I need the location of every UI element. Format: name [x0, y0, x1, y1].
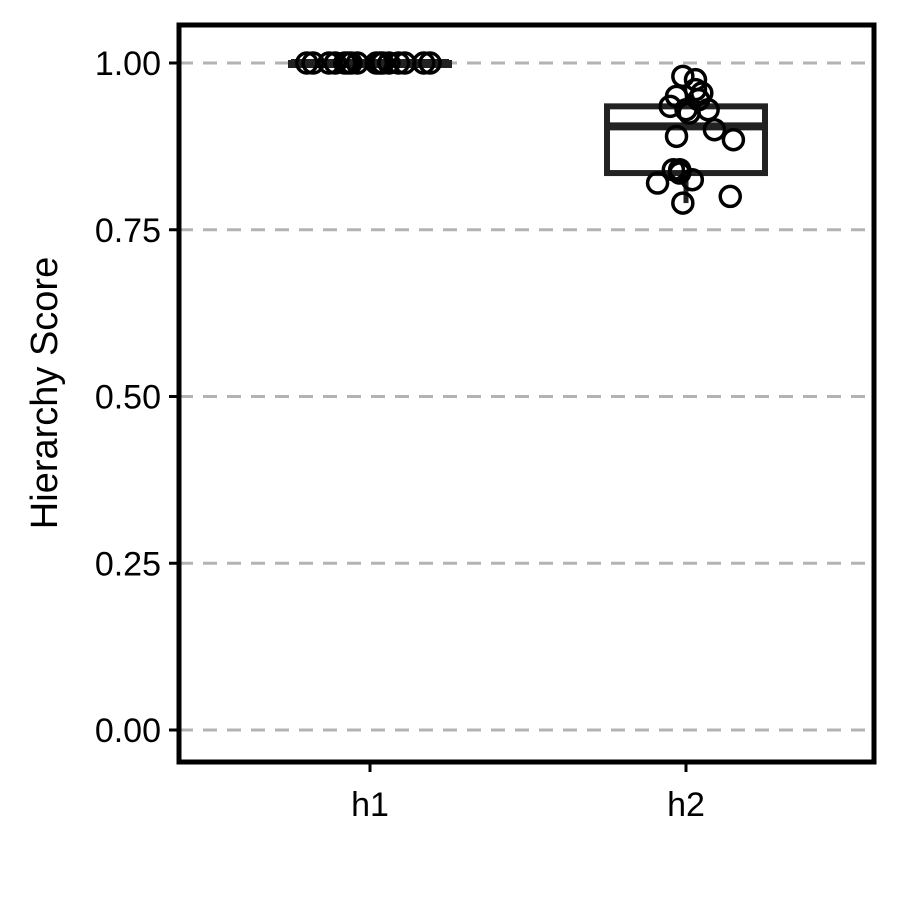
data-point	[667, 161, 692, 185]
data-point	[721, 127, 746, 152]
y-tick-label: 1.00	[95, 45, 161, 83]
data-points	[295, 51, 746, 215]
plot-panel-border	[176, 22, 877, 765]
data-point	[418, 51, 442, 75]
data-point	[718, 184, 742, 209]
boxplots	[288, 59, 768, 204]
gridlines	[179, 61, 874, 732]
data-point	[323, 51, 347, 75]
data-point	[386, 51, 411, 75]
data-point	[671, 64, 695, 89]
data-point	[664, 124, 689, 149]
data-point	[370, 51, 395, 75]
data-point	[295, 51, 319, 75]
x-axis-ticks: h1 h2	[351, 762, 705, 824]
data-point	[696, 97, 720, 122]
y-tick-label: 0.50	[95, 379, 161, 417]
y-tick-label: 0.25	[95, 545, 161, 583]
y-axis-ticks: 0.00 0.25 0.50 0.75 1.00	[95, 45, 179, 750]
y-tick-label: 0.75	[95, 212, 161, 250]
y-tick-label: 0.00	[95, 712, 161, 750]
data-point	[301, 51, 325, 75]
data-point	[645, 171, 670, 195]
x-tick-label: h2	[667, 786, 705, 824]
data-point	[377, 51, 401, 75]
data-point	[680, 167, 705, 192]
data-point	[702, 117, 727, 142]
x-tick-label: h1	[351, 786, 389, 824]
data-point	[411, 51, 436, 75]
y-axis-title: Hierarchy Score	[24, 257, 66, 529]
data-point	[671, 191, 695, 215]
data-point	[339, 51, 363, 75]
